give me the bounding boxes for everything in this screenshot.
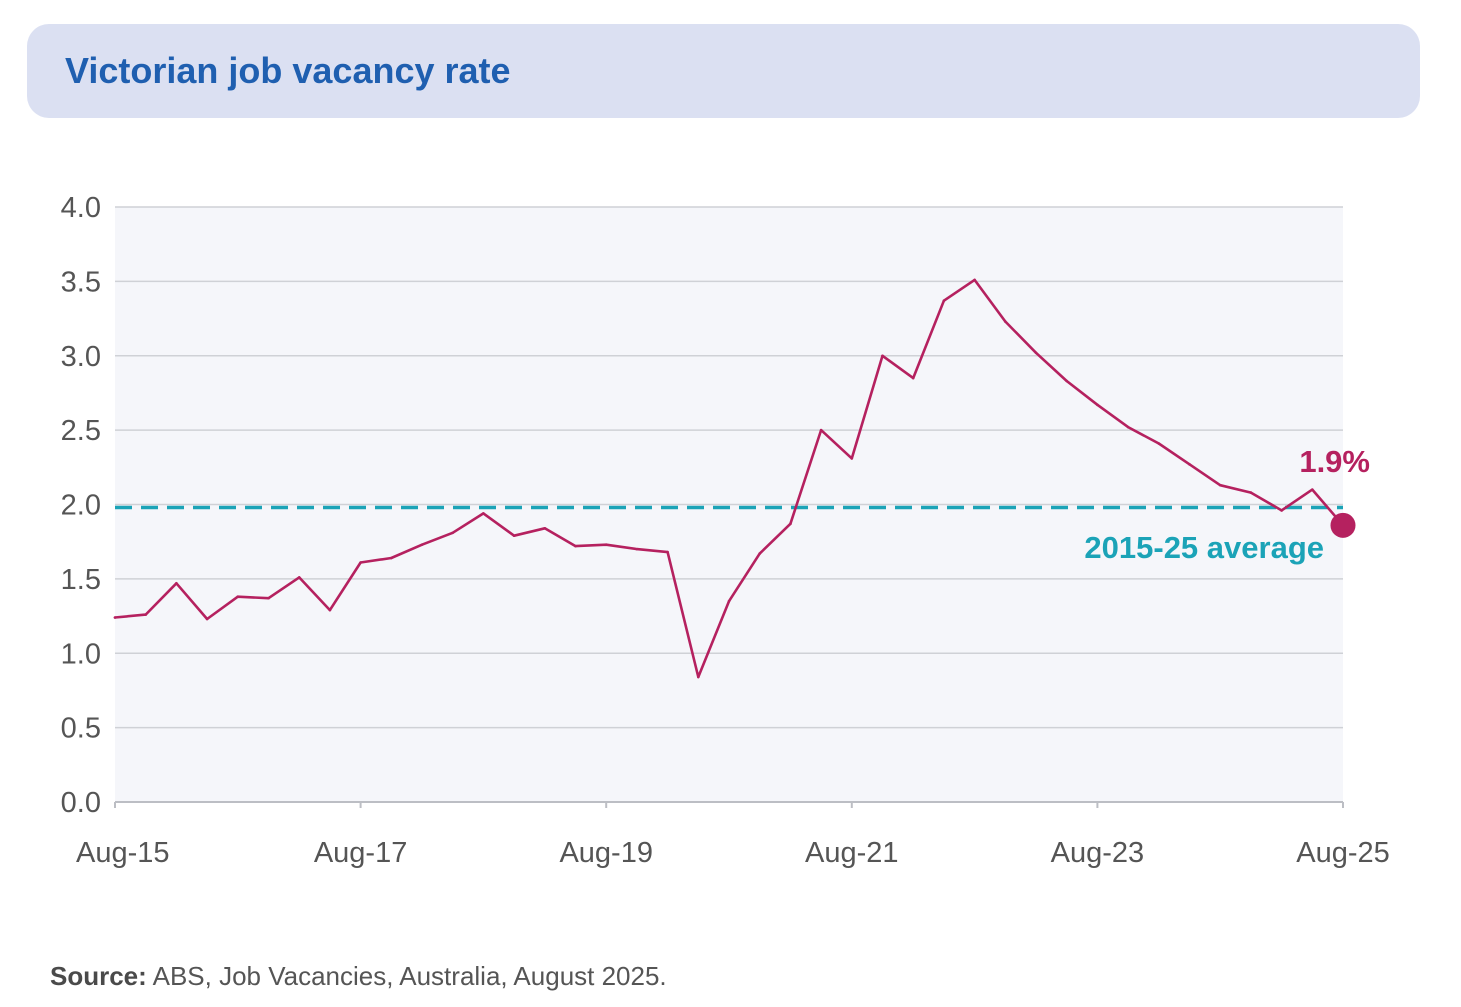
average-label: 2015-25 average: [1084, 530, 1324, 565]
data-point: [144, 613, 147, 616]
data-point: [819, 428, 823, 432]
data-point: [328, 608, 332, 612]
y-tick-label: 1.5: [61, 564, 101, 596]
data-point: [1280, 509, 1283, 512]
data-point: [512, 534, 516, 538]
data-point: [267, 596, 270, 600]
data-point: [1126, 425, 1130, 429]
data-point: [543, 527, 547, 530]
data-point: [175, 582, 178, 585]
data-point: [727, 599, 731, 603]
y-tick-label: 3.5: [61, 266, 101, 298]
data-point: [359, 561, 362, 564]
data-point: [236, 595, 240, 599]
latest-value-marker: [1330, 512, 1356, 538]
data-point: [881, 354, 884, 358]
data-point: [1218, 483, 1222, 487]
data-point: [482, 512, 485, 515]
x-tick-label: Aug-21: [805, 837, 899, 869]
data-point: [1065, 379, 1068, 383]
data-point: [451, 531, 455, 535]
x-tick-label: Aug-25: [1296, 837, 1390, 869]
data-point: [850, 457, 854, 460]
data-point: [973, 278, 976, 282]
data-point: [1004, 320, 1007, 323]
x-tick-label: Aug-23: [1051, 837, 1145, 869]
y-tick-label: 2.0: [61, 490, 101, 522]
data-point: [1249, 491, 1253, 494]
data-point: [942, 299, 946, 303]
data-point: [1157, 442, 1161, 445]
data-point: [420, 543, 424, 546]
data-point: [604, 543, 608, 546]
source-note: Source: ABS, Job Vacancies, Australia, A…: [50, 961, 667, 992]
data-point: [911, 376, 915, 380]
data-point: [1096, 403, 1099, 407]
y-tick-label: 4.0: [61, 192, 101, 224]
data-point: [297, 576, 301, 579]
data-point: [697, 675, 700, 679]
x-tick-label: Aug-15: [76, 837, 170, 869]
x-tick-label: Aug-17: [314, 837, 408, 869]
data-point: [1188, 463, 1191, 466]
y-tick-label: 3.0: [61, 341, 101, 373]
latest-value-label: 1.9%: [1299, 444, 1370, 479]
y-tick-label: 0.0: [61, 787, 101, 819]
title-bar: Victorian job vacancy rate: [27, 24, 1420, 118]
y-tick-label: 0.5: [61, 713, 101, 745]
data-point: [758, 552, 761, 555]
y-tick-label: 1.0: [61, 638, 101, 670]
chart-title: Victorian job vacancy rate: [65, 50, 511, 91]
data-point: [390, 556, 393, 560]
data-point: [113, 616, 117, 619]
data-point: [666, 550, 669, 554]
data-point: [1311, 488, 1314, 491]
x-tick-label: Aug-19: [559, 837, 653, 869]
data-point: [789, 522, 792, 526]
source-text: ABS, Job Vacancies, Australia, August 20…: [146, 961, 667, 991]
source-label: Source:: [50, 961, 147, 991]
data-point: [205, 617, 209, 621]
data-point: [635, 547, 639, 551]
data-point: [574, 544, 577, 548]
data-point: [1034, 351, 1038, 355]
y-tick-label: 2.5: [61, 415, 101, 447]
